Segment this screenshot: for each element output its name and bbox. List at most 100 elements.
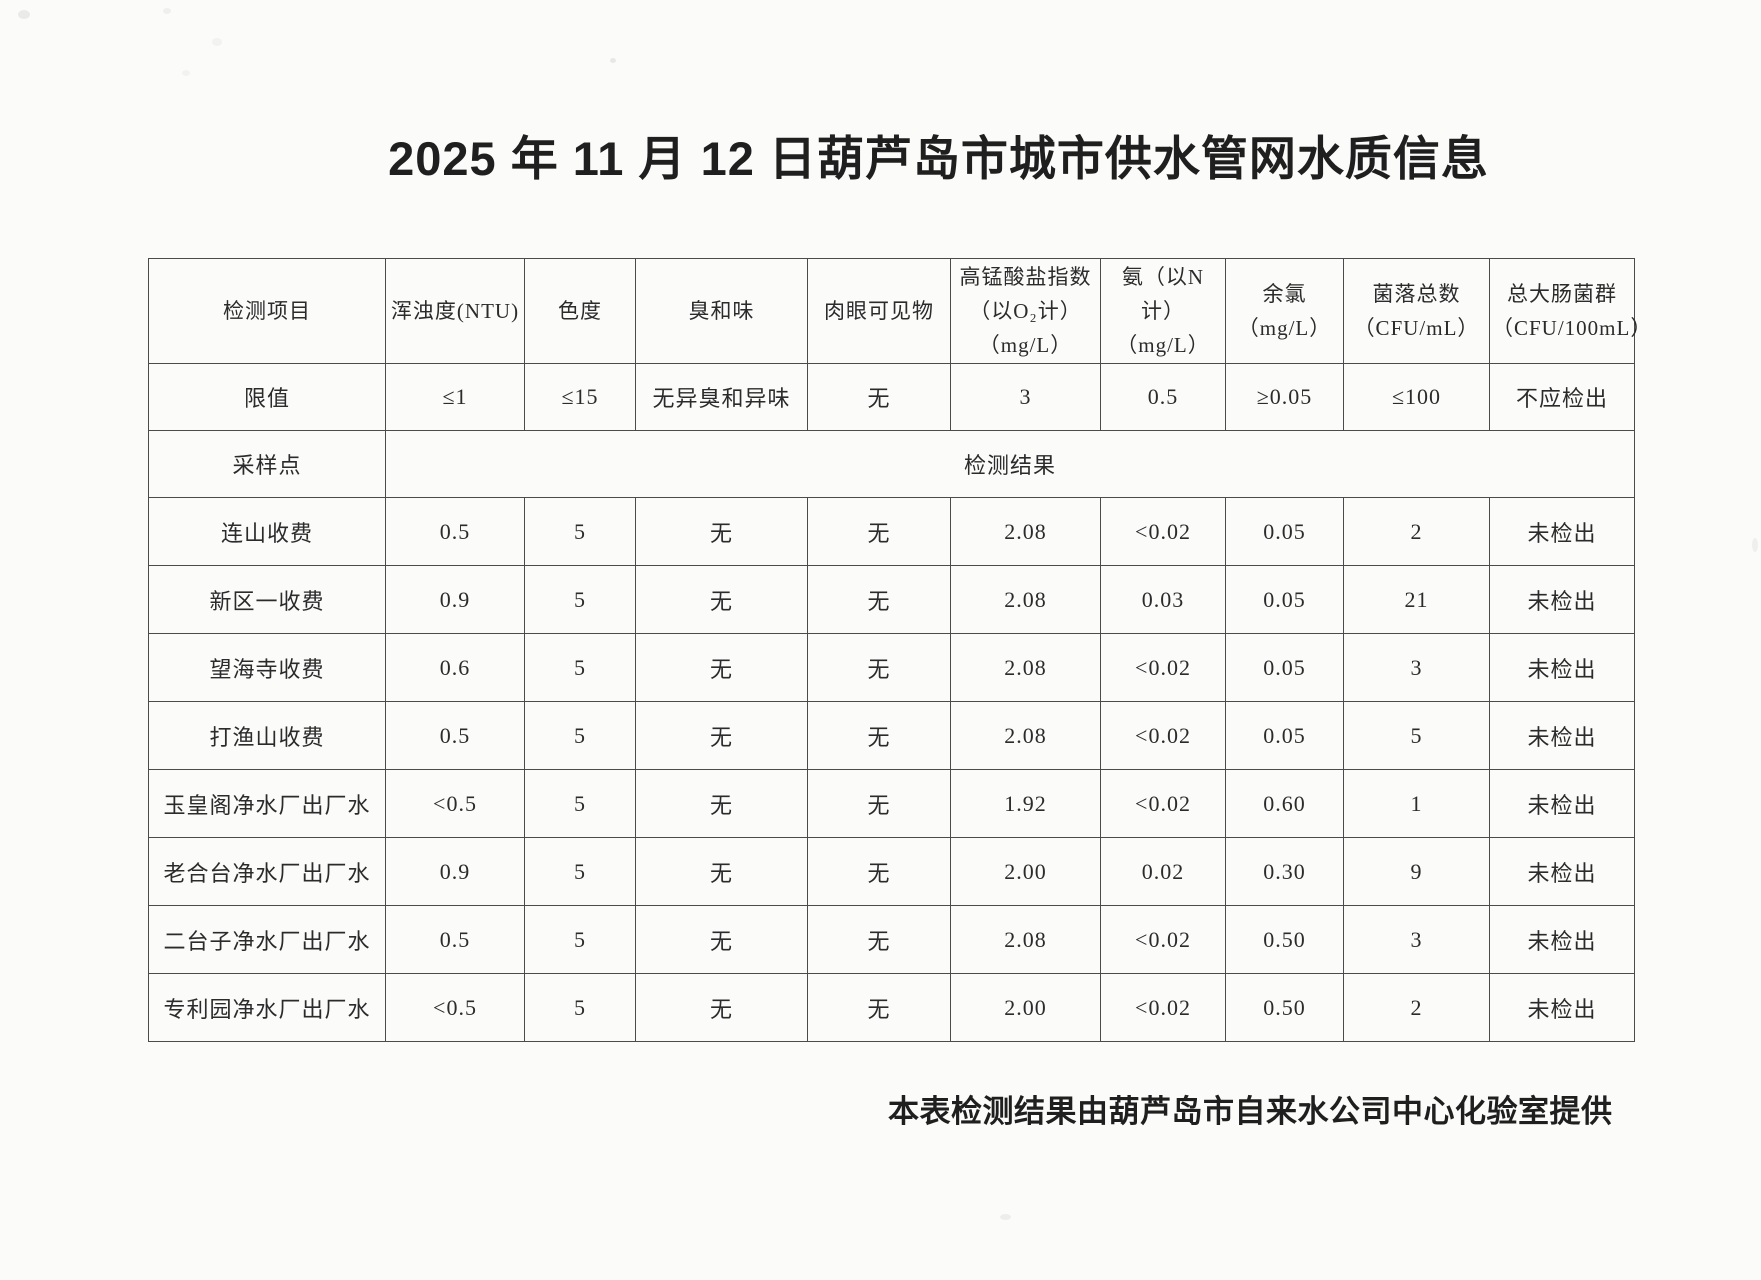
result-value-cell: 未检出: [1489, 633, 1635, 702]
limit-row: 限值 ≤1 ≤15 无异臭和异味无 3 0.5 ≥0.05 ≤100 不应检出: [148, 363, 1635, 431]
column-header-cell: 高锰酸盐指数 （以O₂计） （mg/L）: [950, 258, 1101, 364]
limit-value-cell: 无: [807, 363, 951, 431]
header-row: 检测项目 浑浊度(NTU) 色度 臭和味 肉眼可见物 高锰酸盐指数 （以O₂计） （mg/…: [148, 258, 1651, 364]
result-value-cell: 无: [635, 837, 808, 906]
result-value-cell: 无: [635, 633, 808, 702]
result-row: 老合台净水厂出厂水 0.9 5 无无 2.00 0.02 0.30 9 未检出: [148, 837, 1635, 906]
column-header-cell: 臭和味: [635, 258, 808, 364]
result-row: 玉皇阁净水厂出厂水 <0.5 5 无无 1.92 <0.02 0.60 1 未检出: [148, 769, 1635, 838]
site-name-cell: 打渔山收费: [148, 701, 386, 770]
result-value-cell: 无: [635, 565, 808, 634]
column-header-cell: 肉眼可见物: [807, 258, 951, 364]
result-value-cell: 2: [1343, 497, 1490, 566]
result-value-cell: <0.02: [1100, 973, 1226, 1042]
scan-noise-speck: [18, 10, 30, 19]
result-value-cell: <0.5: [385, 769, 525, 838]
result-row: 连山收费 0.5 5 无无 2.08 <0.02 0.05 2 未检出: [148, 497, 1635, 566]
result-value-cell: 0.02: [1100, 837, 1226, 906]
site-name-cell: 新区一收费: [148, 565, 386, 634]
result-value-cell: 2.08: [950, 497, 1101, 566]
scan-noise-speck: [163, 8, 171, 14]
result-value-cell: 未检出: [1489, 905, 1635, 974]
scan-noise-speck: [610, 58, 616, 63]
site-name-cell: 专利园净水厂出厂水: [148, 973, 386, 1042]
result-value-cell: 5: [524, 497, 636, 566]
result-value-cell: 0.5: [385, 701, 525, 770]
table-body: 检测项目 浑浊度(NTU) 色度 臭和味 肉眼可见物 高锰酸盐指数 （以O₂计） （mg/…: [148, 258, 1651, 1042]
sampling-row: 采样点 检测结果: [148, 430, 1635, 498]
limit-value-cell: ≤15: [524, 363, 636, 431]
result-value-cell: 2: [1343, 973, 1490, 1042]
result-value-cell: <0.02: [1100, 497, 1226, 566]
result-value-cell: 0.50: [1225, 905, 1344, 974]
result-value-cell: 无: [807, 837, 951, 906]
result-value-cell: 无: [807, 497, 951, 566]
result-value-cell: 0.05: [1225, 497, 1344, 566]
site-name-cell: 望海寺收费: [148, 633, 386, 702]
scan-noise-speck: [1752, 538, 1758, 552]
result-value-cell: 0.9: [385, 837, 525, 906]
result-value-cell: 无: [635, 769, 808, 838]
scan-noise-speck: [182, 70, 190, 76]
water-quality-table: 检测项目 浑浊度(NTU) 色度 臭和味 肉眼可见物 高锰酸盐指数 （以O₂计） （mg/…: [148, 258, 1651, 1042]
result-value-cell: 0.9: [385, 565, 525, 634]
result-value-cell: 0.05: [1225, 701, 1344, 770]
result-value-cell: 1: [1343, 769, 1490, 838]
result-value-cell: 未检出: [1489, 497, 1635, 566]
result-value-cell: 未检出: [1489, 565, 1635, 634]
result-value-cell: 未检出: [1489, 769, 1635, 838]
column-header-cell: 总大肠菌群 （CFU/100mL）: [1489, 258, 1651, 364]
column-header-cell: 浑浊度(NTU): [385, 258, 525, 364]
result-value-cell: 5: [524, 565, 636, 634]
site-name-cell: 玉皇阁净水厂出厂水: [148, 769, 386, 838]
result-value-cell: 5: [524, 701, 636, 770]
limit-value-cell: ≤1: [385, 363, 525, 431]
result-value-cell: 未检出: [1489, 701, 1635, 770]
result-value-cell: 21: [1343, 565, 1490, 634]
result-row: 专利园净水厂出厂水 <0.5 5 无无 2.00 <0.02 0.50 2 未检出: [148, 973, 1635, 1042]
result-row: 望海寺收费 0.6 5 无无 2.08 <0.02 0.05 3 未检出: [148, 633, 1635, 702]
result-value-cell: 无: [635, 905, 808, 974]
site-name-cell: 二台子净水厂出厂水: [148, 905, 386, 974]
result-value-cell: 0.60: [1225, 769, 1344, 838]
result-value-cell: 3: [1343, 905, 1490, 974]
result-value-cell: <0.02: [1100, 769, 1226, 838]
column-header-cell: 菌落总数 （CFU/mL）: [1343, 258, 1490, 364]
result-value-cell: 2.08: [950, 633, 1101, 702]
result-value-cell: 0.03: [1100, 565, 1226, 634]
result-value-cell: 无: [807, 701, 951, 770]
limit-value-cell: 不应检出: [1489, 363, 1635, 431]
result-value-cell: <0.02: [1100, 701, 1226, 770]
limit-value-cell: 3: [950, 363, 1101, 431]
result-value-cell: 0.5: [385, 497, 525, 566]
result-value-cell: 5: [524, 769, 636, 838]
result-value-cell: 无: [807, 769, 951, 838]
scan-noise-speck: [212, 38, 222, 46]
result-value-cell: 1.92: [950, 769, 1101, 838]
result-value-cell: 5: [524, 973, 636, 1042]
result-row: 新区一收费 0.9 5 无无 2.08 0.03 0.05 21 未检出: [148, 565, 1635, 634]
result-value-cell: 未检出: [1489, 973, 1635, 1042]
limit-value-cell: ≤100: [1343, 363, 1490, 431]
result-row: 打渔山收费 0.5 5 无无 2.08 <0.02 0.05 5 未检出: [148, 701, 1635, 770]
result-value-cell: 5: [1343, 701, 1490, 770]
result-value-cell: 3: [1343, 633, 1490, 702]
result-value-cell: 0.50: [1225, 973, 1344, 1042]
column-header-cell: 氨（以N计） （mg/L）: [1100, 258, 1226, 364]
result-value-cell: 0.05: [1225, 633, 1344, 702]
sampling-row-label: 采样点: [148, 430, 386, 498]
limit-row-label: 限值: [148, 363, 386, 431]
result-value-cell: 5: [524, 837, 636, 906]
result-value-cell: 2.08: [950, 565, 1101, 634]
result-value-cell: 9: [1343, 837, 1490, 906]
result-value-cell: 2.08: [950, 701, 1101, 770]
result-value-cell: 2.00: [950, 973, 1101, 1042]
column-header-cell: 余氯 （mg/L）: [1225, 258, 1344, 364]
result-value-cell: 0.6: [385, 633, 525, 702]
result-value-cell: 5: [524, 905, 636, 974]
result-value-cell: 0.5: [385, 905, 525, 974]
result-value-cell: <0.5: [385, 973, 525, 1042]
result-row: 二台子净水厂出厂水 0.5 5 无无 2.08 <0.02 0.50 3 未检出: [148, 905, 1635, 974]
limit-value-cell: 0.5: [1100, 363, 1226, 431]
